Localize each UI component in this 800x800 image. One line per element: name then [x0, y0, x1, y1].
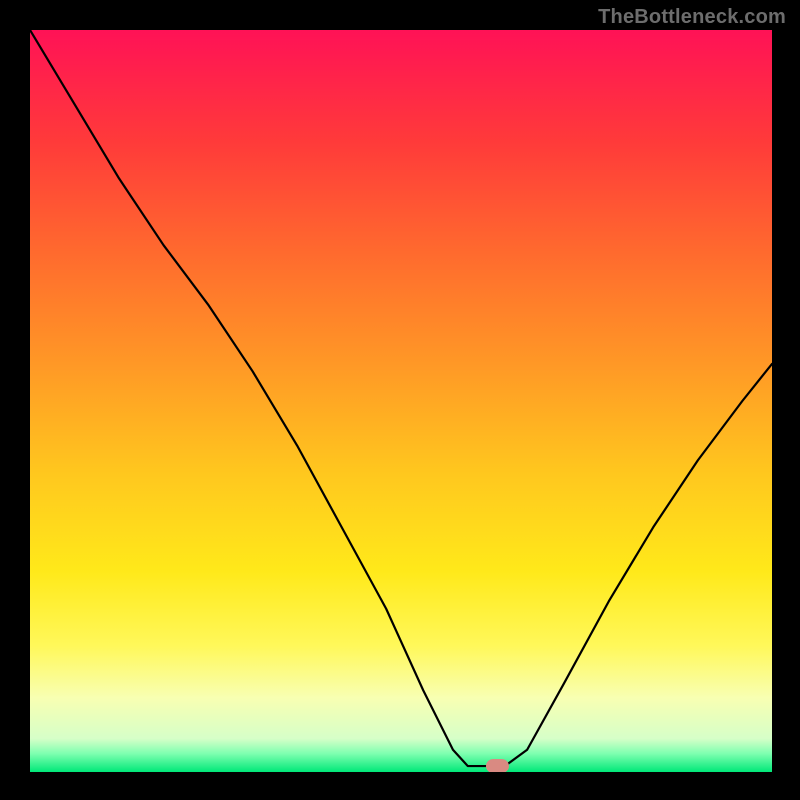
chart-frame: TheBottleneck.com: [0, 0, 800, 800]
watermark-text: TheBottleneck.com: [598, 6, 786, 29]
plot-area: [30, 30, 772, 772]
chart-svg: [30, 30, 772, 772]
minimum-marker: [486, 759, 509, 772]
gradient-background: [30, 30, 772, 772]
